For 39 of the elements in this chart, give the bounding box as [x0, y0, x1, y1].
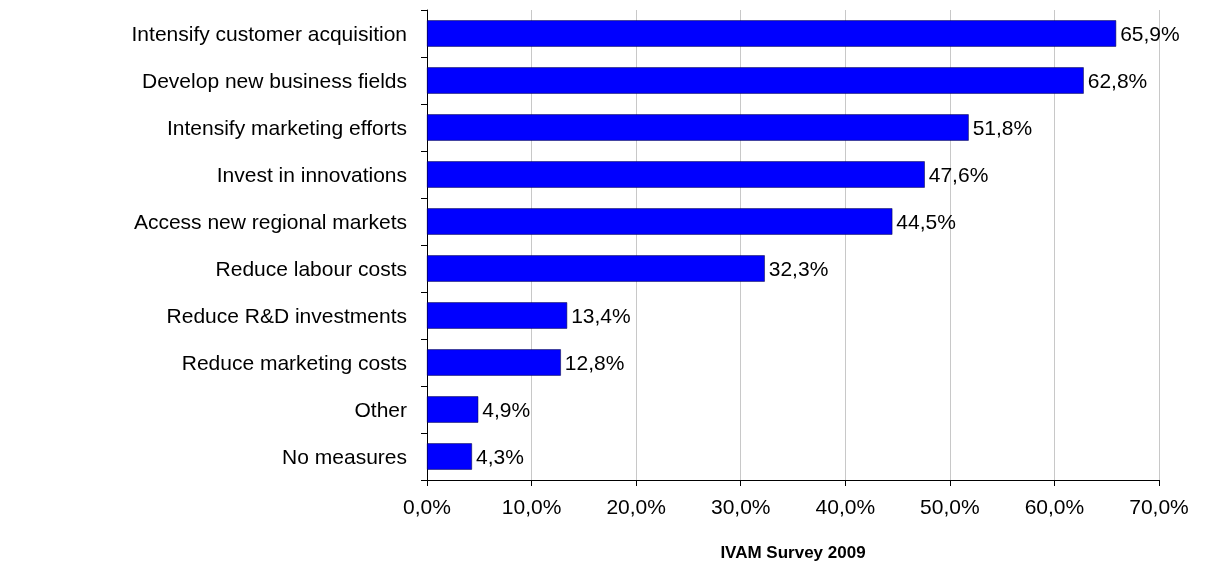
- y-tick-label: Other: [354, 398, 407, 421]
- data-label: 51,8%: [972, 116, 1033, 139]
- x-tick-label: 40,0%: [815, 495, 876, 518]
- x-tick-label: 30,0%: [710, 495, 771, 518]
- x-tick-label: 70,0%: [1129, 495, 1189, 518]
- y-tick-label: Intensify marketing efforts: [166, 116, 407, 139]
- x-tick-label: 20,0%: [606, 495, 666, 518]
- bar: [427, 20, 1117, 47]
- x-tick-label: 0,0%: [403, 495, 451, 518]
- y-tick-label: Reduce R&D investments: [166, 304, 407, 327]
- bar: [427, 302, 568, 329]
- data-label: 65,9%: [1120, 22, 1180, 45]
- bar: [427, 161, 925, 188]
- x-tick-label: 60,0%: [1024, 495, 1085, 518]
- bar: [427, 114, 969, 141]
- data-label: 44,5%: [896, 210, 956, 233]
- data-label: 47,6%: [928, 163, 989, 186]
- y-tick-label: No measures: [282, 445, 407, 468]
- y-tick-label: Access new regional markets: [133, 210, 407, 233]
- x-tick-label: 50,0%: [920, 495, 980, 518]
- bar: [427, 443, 472, 470]
- bar: [427, 349, 561, 376]
- x-axis-title: IVAM Survey 2009: [720, 543, 866, 562]
- data-label: 62,8%: [1087, 69, 1148, 92]
- bar: [427, 255, 765, 282]
- y-tick-label: Reduce labour costs: [215, 257, 407, 280]
- data-label: 4,9%: [482, 398, 531, 421]
- x-tick-label: 10,0%: [501, 495, 562, 518]
- bar: [427, 396, 479, 423]
- y-tick-label: Invest in innovations: [216, 163, 407, 186]
- bar: [427, 67, 1084, 94]
- bar: [427, 208, 893, 235]
- data-label: 32,3%: [768, 257, 829, 280]
- y-tick-label: Develop new business fields: [142, 69, 407, 92]
- data-label: 13,4%: [571, 304, 631, 327]
- y-tick-label: Intensify customer acquisition: [131, 22, 407, 45]
- data-label: 12,8%: [564, 351, 625, 374]
- data-label: 4,3%: [475, 445, 524, 468]
- y-tick-label: Reduce marketing costs: [181, 351, 407, 374]
